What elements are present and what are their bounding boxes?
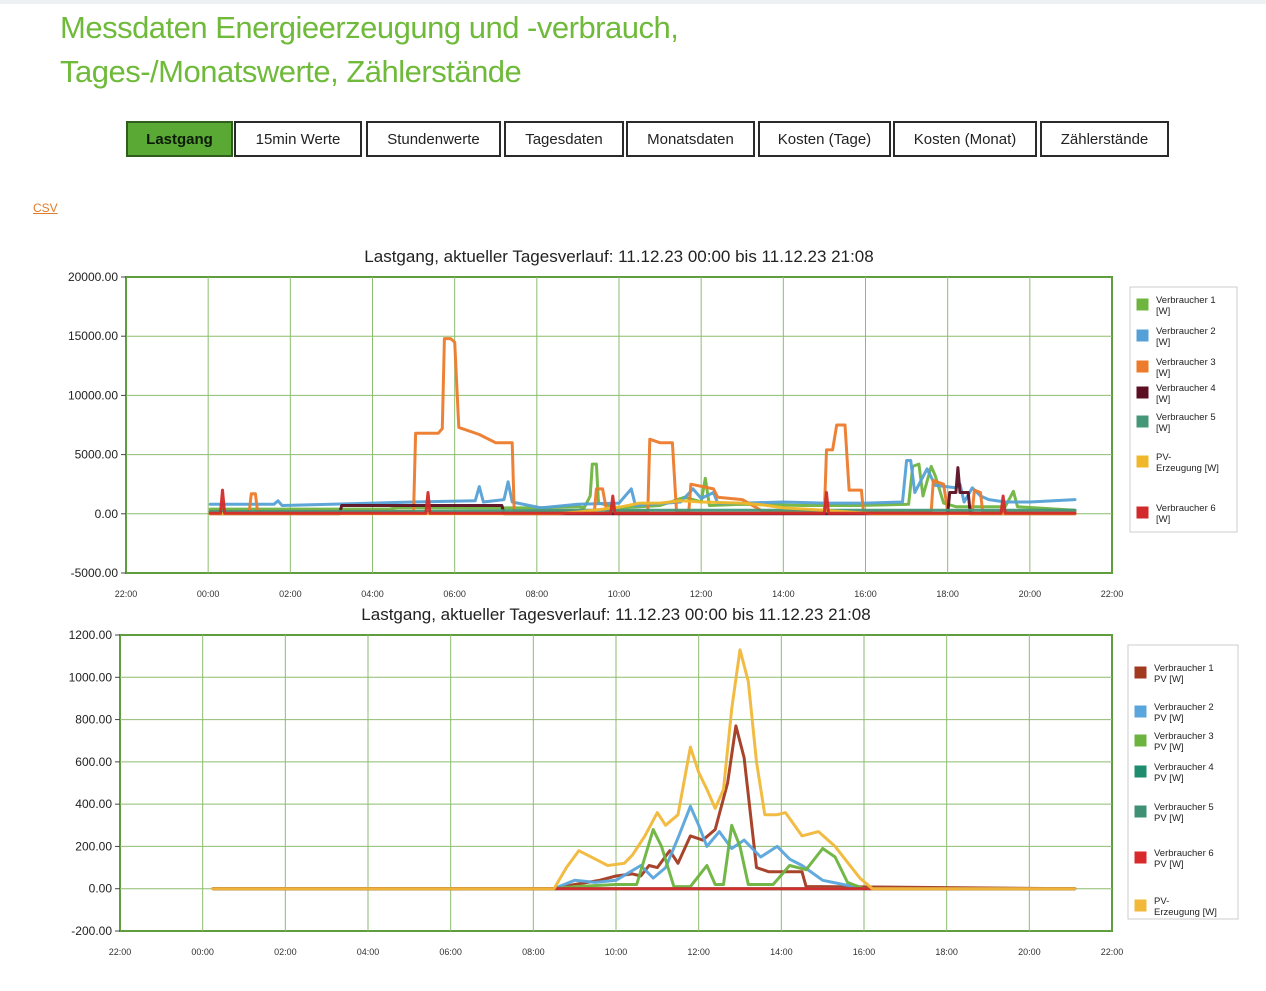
chart-title: Lastgang, aktueller Tagesverlauf: 11.12.…	[361, 605, 870, 624]
y-tick-label: 10000.00	[68, 388, 118, 402]
legend-label: Verbraucher 5 [W]	[1156, 412, 1216, 434]
tab-kosten-tage[interactable]: Kosten (Tage)	[758, 121, 891, 157]
legend-label: Verbraucher 4 PV [W]	[1154, 762, 1214, 784]
legend-swatch	[1133, 764, 1148, 779]
x-tick-label: 10:00	[608, 589, 631, 599]
series-line-verbraucher-6	[208, 488, 1077, 515]
legend-label: PV-Erzeugung [W]	[1156, 452, 1219, 474]
legend-label: Verbraucher 6 PV [W]	[1154, 848, 1214, 870]
x-tick-label: 18:00	[935, 947, 958, 957]
chart-legend	[1129, 286, 1238, 533]
chart-lastgang-verbrauch: Lastgang, aktueller Tagesverlauf: 11.12.…	[68, 247, 1238, 599]
x-tick-label: 04:00	[361, 589, 384, 599]
x-tick-label: 18:00	[936, 589, 959, 599]
legend-swatch	[1133, 733, 1148, 748]
y-tick-label: 200.00	[75, 839, 112, 853]
x-tick-label: 22:00	[1101, 589, 1124, 599]
legend-swatch	[1135, 414, 1150, 429]
x-tick-label: 06:00	[439, 947, 462, 957]
page-title: Messdaten Energieerzeugung und -verbrauc…	[60, 6, 679, 94]
x-tick-label: 16:00	[854, 589, 877, 599]
legend-label: Verbraucher 4 [W]	[1156, 383, 1216, 405]
x-tick-label: 14:00	[770, 947, 793, 957]
x-tick-label: 00:00	[197, 589, 220, 599]
legend-label: Verbraucher 3 PV [W]	[1154, 731, 1214, 753]
tab-zaehlerstaende[interactable]: Zählerstände	[1040, 121, 1169, 157]
legend-label: Verbraucher 6 [W]	[1156, 503, 1216, 525]
x-tick-label: 12:00	[687, 947, 710, 957]
legend-swatch	[1135, 328, 1150, 343]
y-tick-label: 1200.00	[69, 628, 113, 642]
series-line-verbraucher-3-pv	[211, 823, 1077, 891]
x-tick-label: 08:00	[522, 947, 545, 957]
x-tick-label: 22:00	[115, 589, 138, 599]
legend-label: Verbraucher 1 PV [W]	[1154, 663, 1214, 685]
csv-download-link[interactable]: CSV	[33, 201, 58, 215]
legend-label: Verbraucher 2 PV [W]	[1154, 702, 1214, 724]
y-tick-label: 20000.00	[68, 270, 118, 284]
series-line-verbraucher-4	[208, 466, 1077, 516]
x-tick-label: 12:00	[690, 589, 713, 599]
x-tick-label: 00:00	[191, 947, 214, 957]
legend-swatch	[1135, 505, 1150, 520]
legend-swatch	[1135, 297, 1150, 312]
y-tick-label: 800.00	[75, 713, 112, 727]
x-tick-label: 06:00	[443, 589, 466, 599]
x-tick-label: 16:00	[853, 947, 876, 957]
tab-tagesdaten[interactable]: Tagesdaten	[504, 121, 624, 157]
x-tick-label: 08:00	[526, 589, 549, 599]
x-tick-label: 02:00	[279, 589, 302, 599]
legend-swatch	[1135, 454, 1150, 469]
y-tick-label: 1000.00	[69, 670, 113, 684]
y-tick-label: 400.00	[75, 797, 112, 811]
y-tick-label: 5000.00	[75, 448, 119, 462]
tab-stundenwerte[interactable]: Stundenwerte	[366, 121, 501, 157]
legend-label: Verbraucher 2 [W]	[1156, 326, 1216, 348]
series-line-verbraucher-1	[208, 462, 1077, 512]
legend-swatch	[1135, 359, 1150, 374]
x-tick-label: 20:00	[1019, 589, 1042, 599]
x-tick-label: 22:00	[109, 947, 132, 957]
tab-15min-werte[interactable]: 15min Werte	[234, 121, 362, 157]
x-tick-label: 02:00	[274, 947, 297, 957]
series-line-verbraucher-2-pv	[211, 804, 1077, 891]
tab-monatsdaten[interactable]: Monatsdaten	[626, 121, 755, 157]
x-tick-label: 10:00	[605, 947, 628, 957]
chart-lastgang-pv: Lastgang, aktueller Tagesverlauf: 11.12.…	[69, 605, 1239, 957]
page-title-line-1: Messdaten Energieerzeugung und -verbrauc…	[60, 10, 679, 45]
x-tick-label: 22:00	[1101, 947, 1124, 957]
series-line-pv-erzeugung	[211, 648, 1077, 891]
tab-lastgang[interactable]: Lastgang	[126, 121, 233, 157]
page-title-line-2: Tages-/Monatswerte, Zählerstände	[60, 54, 522, 89]
y-tick-label: 0.00	[89, 882, 113, 896]
y-tick-label: 15000.00	[68, 329, 118, 343]
chart-title: Lastgang, aktueller Tagesverlauf: 11.12.…	[364, 247, 873, 266]
legend-swatch	[1135, 385, 1150, 400]
legend-label: Verbraucher 1 [W]	[1156, 295, 1216, 317]
top-border	[0, 0, 1266, 4]
legend-swatch	[1133, 665, 1148, 680]
x-tick-label: 20:00	[1018, 947, 1041, 957]
legend-label: PV-Erzeugung [W]	[1154, 896, 1217, 918]
legend-label: Verbraucher 3 [W]	[1156, 357, 1216, 379]
x-tick-label: 14:00	[772, 589, 795, 599]
legend-swatch	[1133, 704, 1148, 719]
y-tick-label: -5000.00	[71, 566, 119, 580]
x-tick-label: 04:00	[357, 947, 380, 957]
y-tick-label: -200.00	[71, 924, 112, 938]
legend-swatch	[1133, 850, 1148, 865]
y-tick-label: 0.00	[95, 507, 119, 521]
chart-legend	[1127, 644, 1239, 920]
series-line-verbraucher-2	[208, 459, 1077, 510]
legend-label: Verbraucher 5 PV [W]	[1154, 802, 1214, 824]
legend-swatch	[1133, 898, 1148, 913]
tab-kosten-monat[interactable]: Kosten (Monat)	[893, 121, 1037, 157]
y-tick-label: 600.00	[75, 755, 112, 769]
legend-swatch	[1133, 804, 1148, 819]
series-line-verbraucher-5	[208, 508, 1077, 513]
